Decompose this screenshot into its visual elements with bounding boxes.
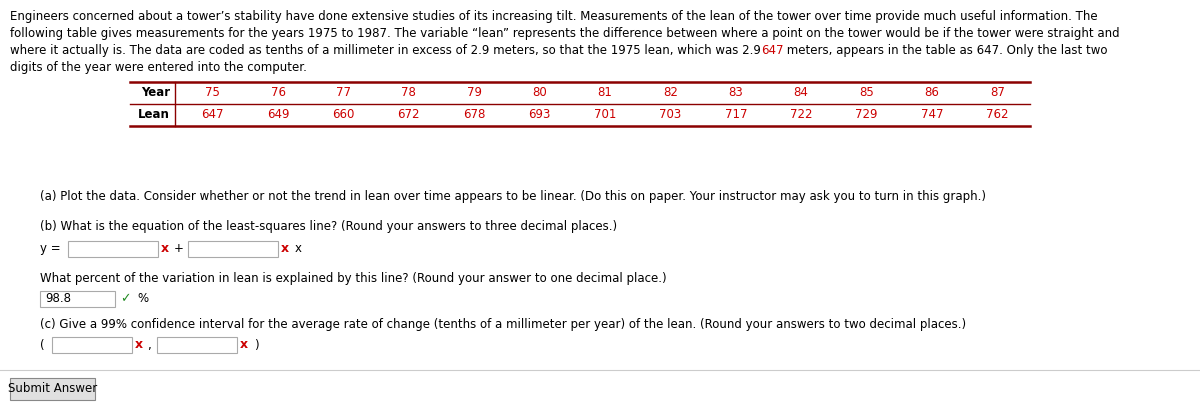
- FancyBboxPatch shape: [40, 291, 115, 307]
- Text: 77: 77: [336, 86, 350, 100]
- Text: +: +: [174, 242, 184, 255]
- Text: 722: 722: [790, 109, 812, 122]
- Text: 762: 762: [986, 109, 1008, 122]
- Text: 693: 693: [528, 109, 551, 122]
- Text: %: %: [137, 293, 148, 306]
- Text: 678: 678: [463, 109, 486, 122]
- Text: 647: 647: [202, 109, 224, 122]
- Text: following table gives measurements for the years 1975 to 1987. The variable “lea: following table gives measurements for t…: [10, 27, 1120, 40]
- Text: x: x: [295, 242, 302, 255]
- Text: 717: 717: [725, 109, 748, 122]
- Text: 83: 83: [728, 86, 743, 100]
- Text: 649: 649: [266, 109, 289, 122]
- Text: 85: 85: [859, 86, 874, 100]
- Text: 87: 87: [990, 86, 1004, 100]
- Text: Year: Year: [140, 86, 170, 100]
- FancyBboxPatch shape: [10, 378, 95, 400]
- Text: where it actually is. The data are coded as tenths of a millimeter in excess of : where it actually is. The data are coded…: [10, 44, 761, 57]
- Text: 80: 80: [533, 86, 547, 100]
- Text: (: (: [40, 339, 44, 352]
- Text: 98.8: 98.8: [46, 293, 71, 306]
- Text: digits of the year were entered into the computer.: digits of the year were entered into the…: [10, 61, 307, 74]
- Text: (a) Plot the data. Consider whether or not the trend in lean over time appears t: (a) Plot the data. Consider whether or n…: [40, 190, 986, 203]
- Text: 79: 79: [467, 86, 481, 100]
- Text: 729: 729: [856, 109, 877, 122]
- Text: 660: 660: [332, 109, 355, 122]
- Text: (c) Give a 99% confidence interval for the average rate of change (tenths of a m: (c) Give a 99% confidence interval for t…: [40, 318, 966, 331]
- Text: x: x: [240, 339, 248, 352]
- Text: 76: 76: [270, 86, 286, 100]
- Text: y =: y =: [40, 242, 61, 255]
- Text: 86: 86: [924, 86, 940, 100]
- Text: meters, appears in the table as 647. Only the last two: meters, appears in the table as 647. Onl…: [784, 44, 1108, 57]
- Text: What percent of the variation in lean is explained by this line? (Round your ans: What percent of the variation in lean is…: [40, 272, 667, 285]
- Text: 703: 703: [659, 109, 682, 122]
- Text: Submit Answer: Submit Answer: [8, 383, 97, 395]
- Text: ✓: ✓: [120, 293, 131, 306]
- Text: ,: ,: [148, 339, 151, 352]
- Text: x: x: [134, 339, 143, 352]
- FancyBboxPatch shape: [188, 241, 278, 257]
- Text: 701: 701: [594, 109, 616, 122]
- Text: (b) What is the equation of the least-squares line? (Round your answers to three: (b) What is the equation of the least-sq…: [40, 220, 617, 233]
- FancyBboxPatch shape: [52, 337, 132, 353]
- Text: x: x: [161, 242, 169, 255]
- Text: 747: 747: [920, 109, 943, 122]
- Text: 81: 81: [598, 86, 612, 100]
- Text: Engineers concerned about a tower’s stability have done extensive studies of its: Engineers concerned about a tower’s stab…: [10, 10, 1098, 23]
- FancyBboxPatch shape: [157, 337, 238, 353]
- Text: 647: 647: [761, 44, 784, 57]
- Text: 82: 82: [662, 86, 678, 100]
- Text: 672: 672: [397, 109, 420, 122]
- Text: 78: 78: [402, 86, 416, 100]
- Text: 84: 84: [793, 86, 809, 100]
- Text: 75: 75: [205, 86, 220, 100]
- Text: ): ): [254, 339, 259, 352]
- Text: Lean: Lean: [138, 109, 170, 122]
- FancyBboxPatch shape: [68, 241, 158, 257]
- Text: x: x: [281, 242, 289, 255]
